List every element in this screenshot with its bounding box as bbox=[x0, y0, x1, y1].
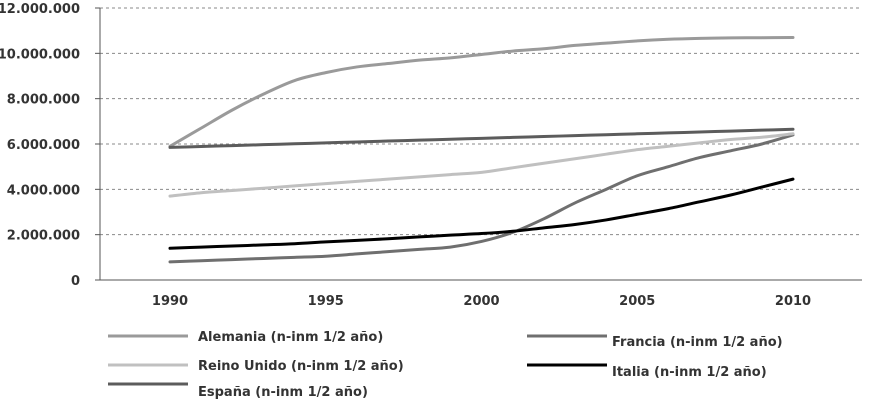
series-lines bbox=[168, 35, 795, 264]
legend: Alemania (n-inm 1/2 año) Francia (n-inm 1… bbox=[108, 330, 783, 400]
legend-label: Alemania (n-inm 1/2 año) bbox=[198, 330, 383, 345]
series-line-1 bbox=[168, 133, 795, 264]
x-tick-label: 2005 bbox=[619, 294, 655, 309]
y-tick-label: 8.000.000 bbox=[7, 93, 80, 108]
legend-label: Italia (n-inm 1/2 año) bbox=[612, 365, 767, 380]
y-tick-label: 10.000.000 bbox=[0, 47, 80, 62]
y-tick-label: 0 bbox=[71, 274, 80, 289]
legend-label: España (n-inm 1/2 año) bbox=[198, 385, 368, 400]
series-line-2 bbox=[168, 132, 795, 198]
x-tick-label: 1990 bbox=[152, 294, 188, 309]
series-line-4 bbox=[168, 127, 795, 149]
y-tick-labels: 0 2.000.000 4.000.000 6.000.000 8.000.000 10.… bbox=[0, 2, 80, 289]
series-line-0 bbox=[168, 35, 795, 148]
x-tick-label: 2000 bbox=[463, 294, 499, 309]
legend-label: Francia (n-inm 1/2 año) bbox=[612, 335, 783, 350]
y-tick-label: 6.000.000 bbox=[7, 138, 80, 153]
y-tick-label: 2.000.000 bbox=[7, 229, 80, 244]
legend-label: Reino Unido (n-inm 1/2 año) bbox=[198, 359, 404, 374]
series-line-3 bbox=[168, 177, 795, 250]
axes bbox=[95, 7, 862, 281]
x-tick-labels: 1990 1995 2000 2005 2010 bbox=[152, 294, 811, 309]
y-tick-label: 12.000.000 bbox=[0, 2, 80, 17]
x-tick-label: 1995 bbox=[308, 294, 344, 309]
y-tick-label: 4.000.000 bbox=[7, 183, 80, 198]
x-tick-label: 2010 bbox=[775, 294, 811, 309]
